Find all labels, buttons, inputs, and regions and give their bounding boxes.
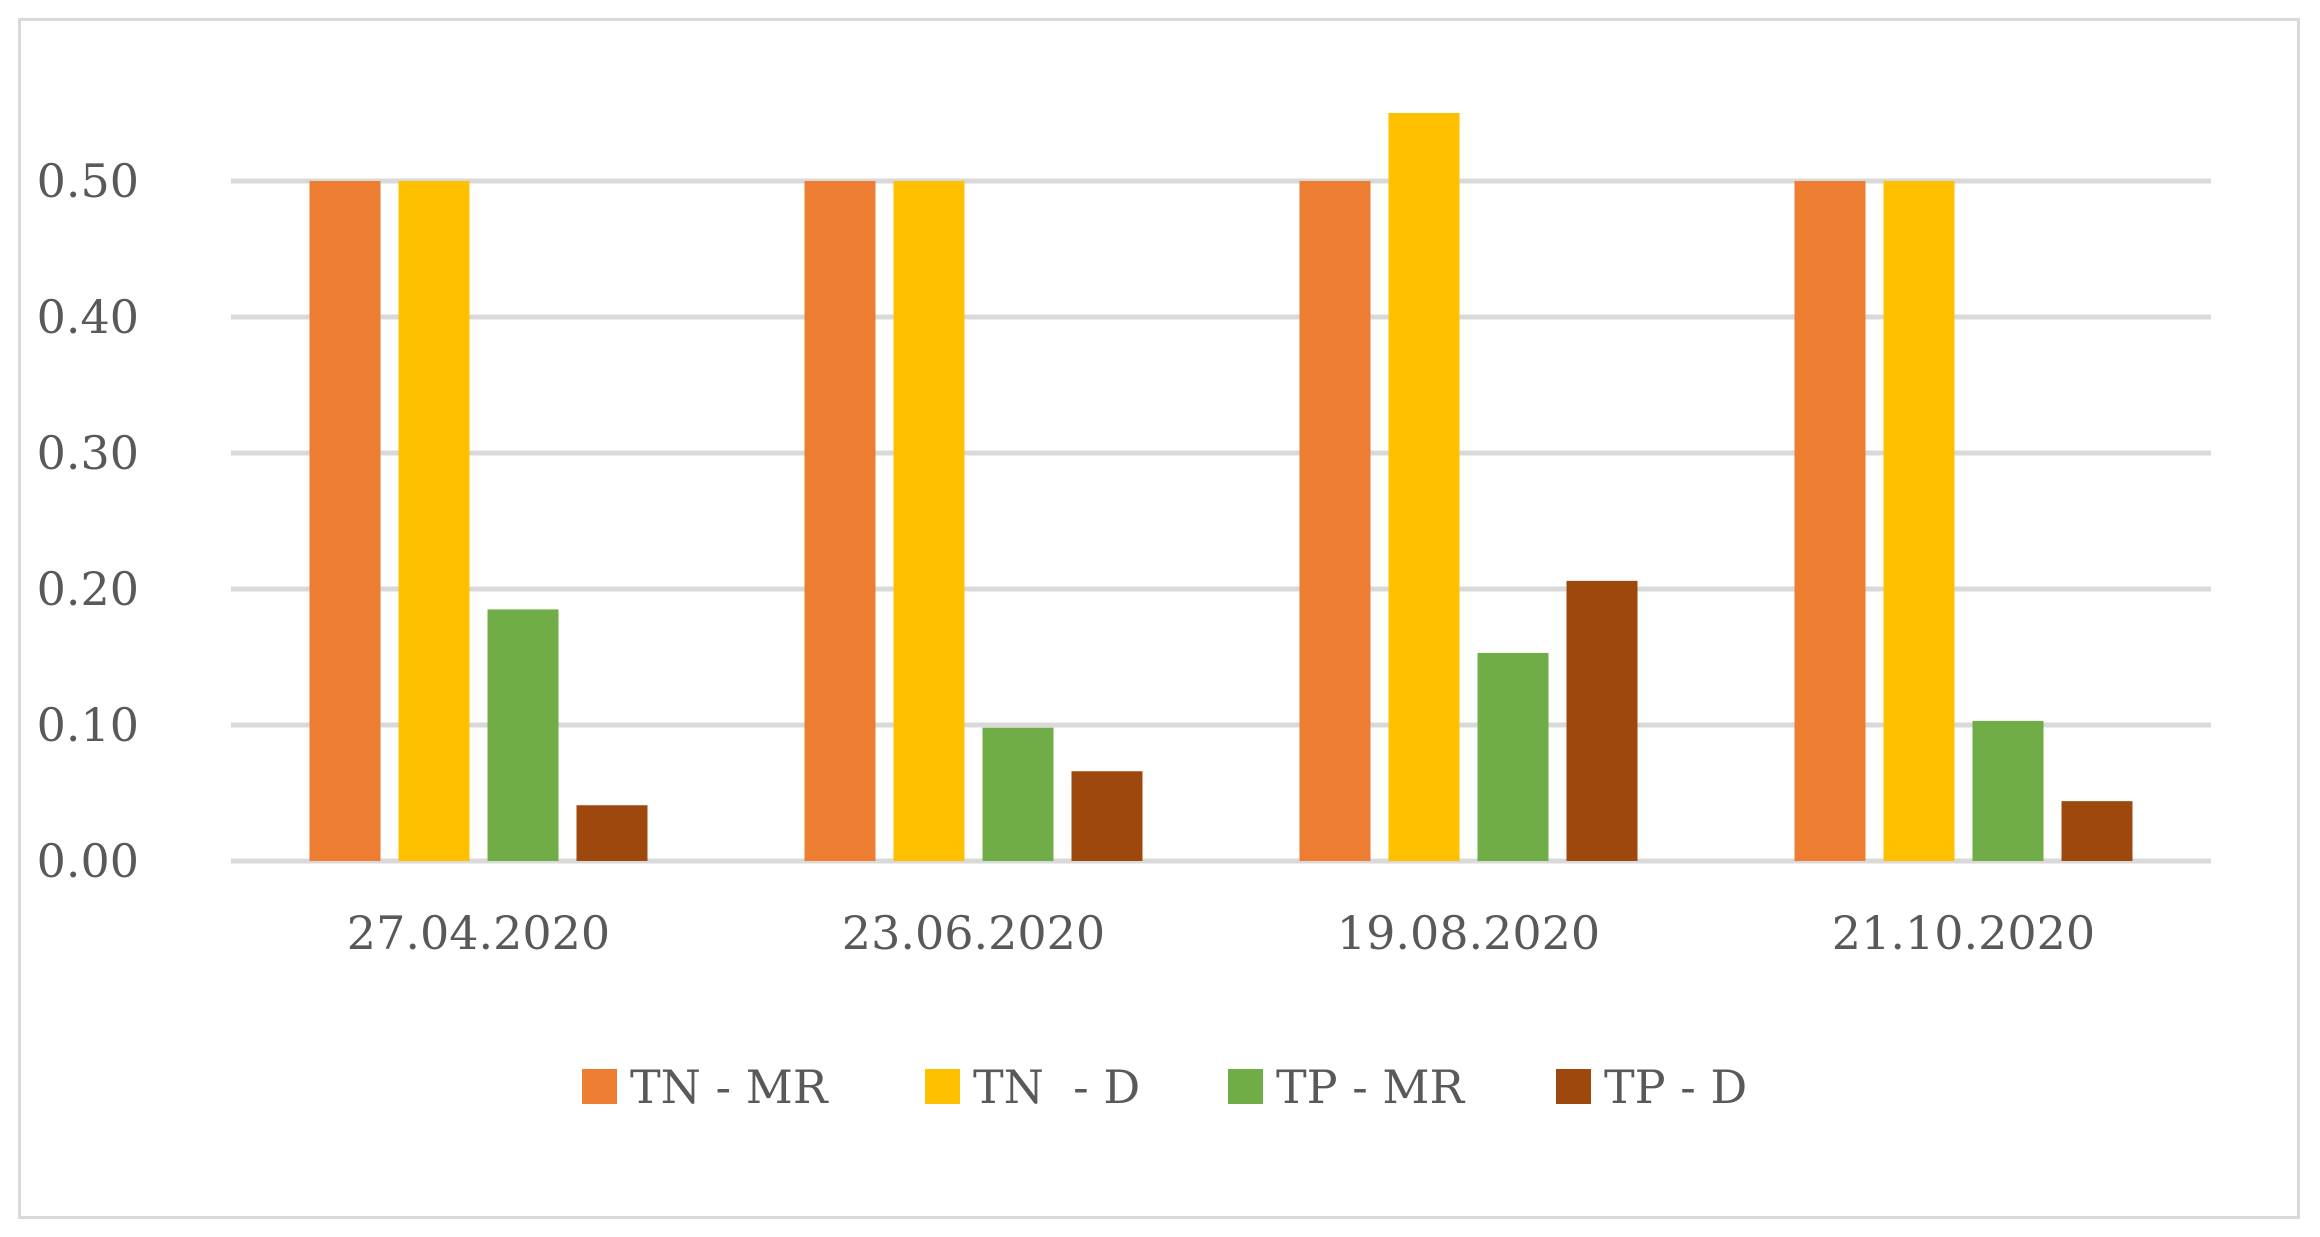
bar-tp-d-2 bbox=[1566, 580, 1638, 861]
legend-label: TP - D bbox=[1604, 1060, 1747, 1114]
bars bbox=[309, 113, 2133, 861]
x-category-label: 19.08.2020 bbox=[1337, 906, 1600, 960]
legend-swatch bbox=[1228, 1069, 1263, 1104]
bar-tp-mr-1 bbox=[982, 727, 1054, 861]
legend-label: TN - MR bbox=[630, 1060, 829, 1114]
x-category-label: 27.04.2020 bbox=[347, 906, 610, 960]
bar-tp-d-0 bbox=[576, 805, 648, 861]
x-axis-category-labels: 27.04.2020 23.06.2020 19.08.2020 21.10.2020 bbox=[347, 906, 2095, 960]
legend: TN - MR TN - D TP - MR TP - D bbox=[582, 1060, 1747, 1114]
bar-tn-mr-3 bbox=[1794, 181, 1866, 861]
bar-tp-mr-0 bbox=[487, 609, 559, 861]
legend-swatch bbox=[1556, 1069, 1591, 1104]
y-tick-label: 0.50 bbox=[37, 154, 139, 208]
y-tick-label: 0.00 bbox=[37, 834, 139, 888]
y-axis-tick-labels: 0.00 0.10 0.20 0.30 0.40 0.50 bbox=[37, 154, 139, 888]
bar-tn-mr-0 bbox=[309, 181, 381, 861]
bar-tp-mr-3 bbox=[1972, 720, 2044, 861]
bar-tn-d-2 bbox=[1388, 113, 1460, 861]
y-tick-label: 0.10 bbox=[37, 698, 139, 752]
y-tick-label: 0.20 bbox=[37, 562, 139, 616]
y-tick-label: 0.40 bbox=[37, 290, 139, 344]
bar-tn-d-3 bbox=[1883, 181, 1955, 861]
bar-tp-d-1 bbox=[1071, 771, 1143, 861]
bar-chart: 0.00 0.10 0.20 0.30 0.40 0.50 27.04.2020 23.06… bbox=[37, 113, 2211, 1114]
legend-swatch bbox=[925, 1069, 960, 1104]
legend-label: TP - MR bbox=[1276, 1060, 1466, 1114]
y-tick-label: 0.30 bbox=[37, 426, 139, 480]
x-category-label: 23.06.2020 bbox=[842, 906, 1105, 960]
bar-tn-mr-2 bbox=[1299, 181, 1371, 861]
chart-frame: 0.00 0.10 0.20 0.30 0.40 0.50 27.04.2020 23.06… bbox=[18, 18, 2300, 1219]
bar-tn-d-0 bbox=[398, 181, 470, 861]
gridlines bbox=[231, 178, 2211, 864]
bar-tp-d-3 bbox=[2061, 801, 2133, 861]
x-category-label: 21.10.2020 bbox=[1832, 906, 2095, 960]
legend-swatch bbox=[582, 1069, 617, 1104]
legend-label: TN - D bbox=[973, 1060, 1140, 1114]
bar-tp-mr-2 bbox=[1477, 652, 1549, 861]
bar-tn-d-1 bbox=[893, 181, 965, 861]
bar-tn-mr-1 bbox=[804, 181, 876, 861]
